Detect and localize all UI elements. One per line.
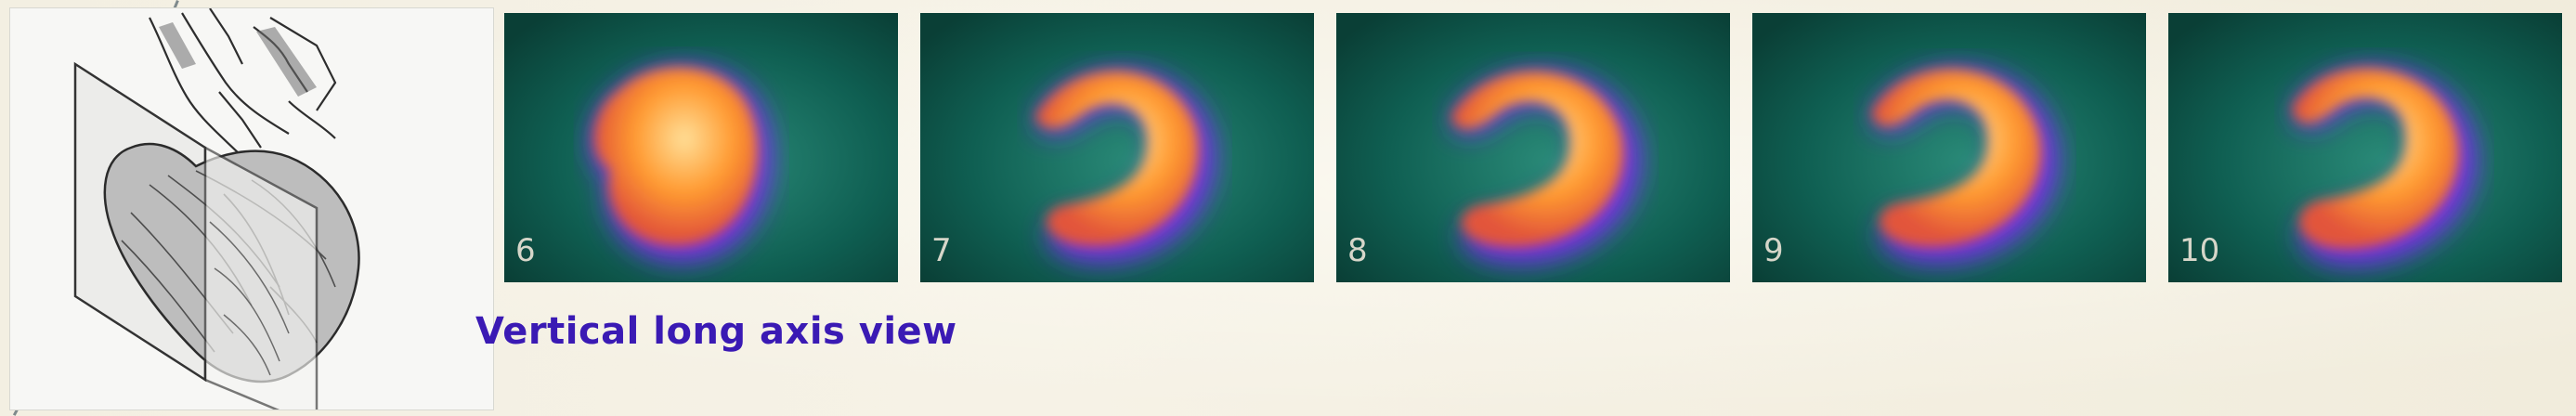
spect-slice-image: [1336, 13, 1730, 282]
spect-slice-image: [1752, 13, 2146, 282]
spect-slice-image: [504, 13, 898, 282]
frame-number-label: 9: [1763, 232, 1784, 269]
spect-frame-9: 9: [1752, 13, 2146, 282]
spect-slice-image: [920, 13, 1314, 282]
heart-plane-sketch-icon: [10, 8, 493, 410]
spect-frame-10: 10: [2168, 13, 2562, 282]
frame-number-label: 10: [2179, 232, 2220, 269]
spect-slice-image: [2168, 13, 2562, 282]
figure-caption: Vertical long axis view: [475, 310, 957, 353]
spect-frame-8: 8: [1336, 13, 1730, 282]
frame-number-label: 6: [515, 232, 536, 269]
spect-frame-strip: 6 7 8 9 10: [504, 13, 2568, 282]
spect-frame-6: 6: [504, 13, 898, 282]
spect-frame-7: 7: [920, 13, 1314, 282]
heart-sketch-panel: [9, 7, 494, 410]
frame-number-label: 7: [931, 232, 952, 269]
frame-number-label: 8: [1347, 232, 1368, 269]
